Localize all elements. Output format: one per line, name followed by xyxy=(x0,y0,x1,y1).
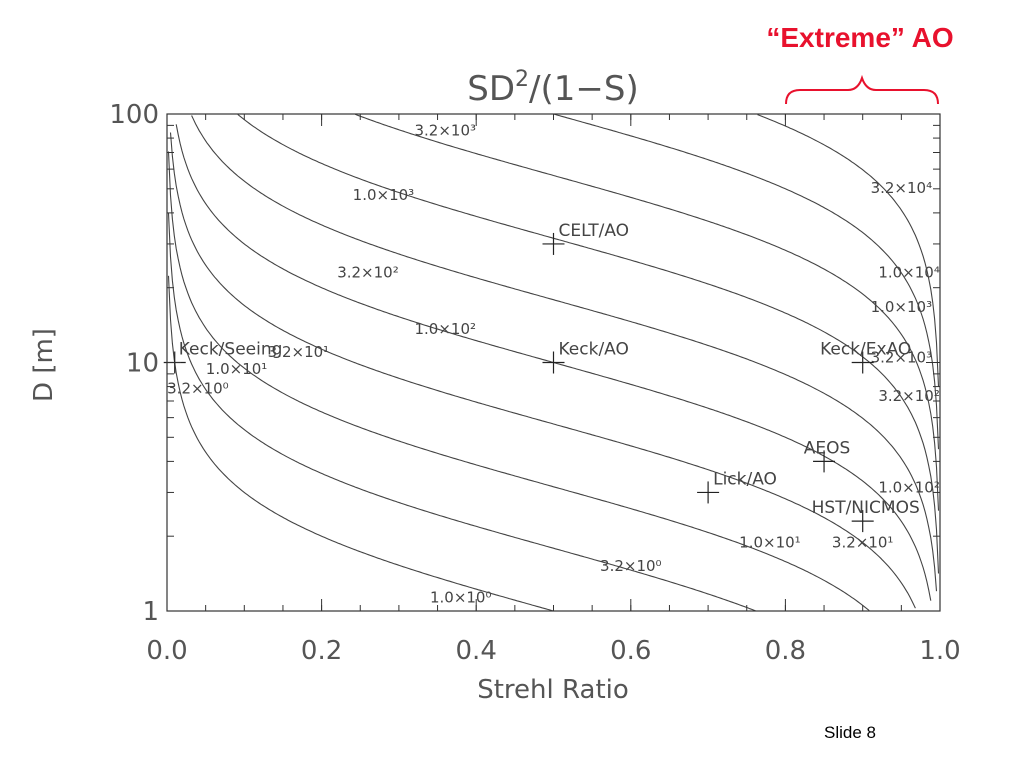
contour-label: 3.2×10⁴ xyxy=(871,179,933,197)
contour-label: 3.2×10² xyxy=(337,263,399,281)
point-marker xyxy=(851,510,874,533)
contour-label: 1.0×10¹ xyxy=(206,360,268,378)
point-label: HST/NICMOS xyxy=(812,498,920,518)
contour-label: 1.0×10¹ xyxy=(739,534,801,552)
x-axis-title: Strehl Ratio xyxy=(477,675,629,705)
contour-label: 3.2×10¹ xyxy=(832,534,894,552)
point-marker xyxy=(813,450,836,473)
contour-line xyxy=(167,151,870,611)
contour-label: 3.2×10¹ xyxy=(268,343,330,361)
contour-line xyxy=(757,114,940,387)
y-tick-label: 100 xyxy=(109,100,159,130)
y-tick-label: 10 xyxy=(126,349,159,379)
point-marker xyxy=(697,481,720,504)
contour-line xyxy=(553,113,940,450)
extreme-ao-brace xyxy=(785,74,939,105)
x-tick-label: 0.8 xyxy=(765,636,806,666)
y-tick-label: 1 xyxy=(142,597,159,627)
contour-label: 3.2×10³ xyxy=(871,349,933,367)
point-label: Keck/Seeing xyxy=(179,340,283,360)
telescope-points: CELT/AO Keck/Seeing Keck/AO Keck/ExAO AEOS Li… xyxy=(163,221,920,533)
point-label: Keck/AO xyxy=(559,340,629,360)
contour-label: 3.2×10⁰ xyxy=(167,380,229,398)
contour-line xyxy=(167,212,756,612)
contour-line xyxy=(237,114,940,574)
contour-label: 3.2×10⁰ xyxy=(600,557,662,575)
contour-label: 3.2×10² xyxy=(878,387,940,405)
point-label: Lick/AO xyxy=(713,469,777,489)
point-marker xyxy=(851,351,874,374)
contour-labels: 1.0×10⁰3.2×10⁰3.2×10⁰1.0×10¹1.0×10¹3.2×1… xyxy=(167,121,940,606)
x-tick-label: 0.4 xyxy=(456,636,497,666)
contour-label: 1.0×10² xyxy=(878,478,940,496)
contour-label: 1.0×10⁴ xyxy=(878,263,940,281)
contour-lines xyxy=(167,113,940,612)
contour-label: 1.0×10² xyxy=(415,320,477,338)
contour-label: 1.0×10⁰ xyxy=(430,589,492,607)
point-marker xyxy=(542,351,565,374)
contour-label: 1.0×10³ xyxy=(871,298,933,316)
extreme-ao-callout: “Extreme” AO xyxy=(766,22,954,53)
x-tick-label: 0.6 xyxy=(610,636,651,666)
contour-line xyxy=(354,113,940,511)
point-label: AEOS xyxy=(804,438,851,458)
x-tick-label: 1.0 xyxy=(919,636,960,666)
point-label: Keck/ExAO xyxy=(820,340,911,360)
slide-number: Slide 8 xyxy=(824,723,876,742)
contour-line xyxy=(191,115,938,592)
point-marker xyxy=(542,232,565,255)
chart-title: SD2/(1−S) xyxy=(467,67,638,109)
axes: 0.0 0.2 0.4 0.6 0.8 1.0 1 10 100 xyxy=(109,100,960,666)
x-tick-label: 0.0 xyxy=(146,636,187,666)
x-tick-label: 0.2 xyxy=(301,636,342,666)
contour-label: 1.0×10³ xyxy=(353,186,415,204)
point-label: CELT/AO xyxy=(559,221,630,241)
contour-label: 3.2×10³ xyxy=(415,121,477,139)
contour-line xyxy=(169,132,916,609)
y-axis-title: D [m] xyxy=(29,328,59,402)
contour-line xyxy=(167,275,554,612)
